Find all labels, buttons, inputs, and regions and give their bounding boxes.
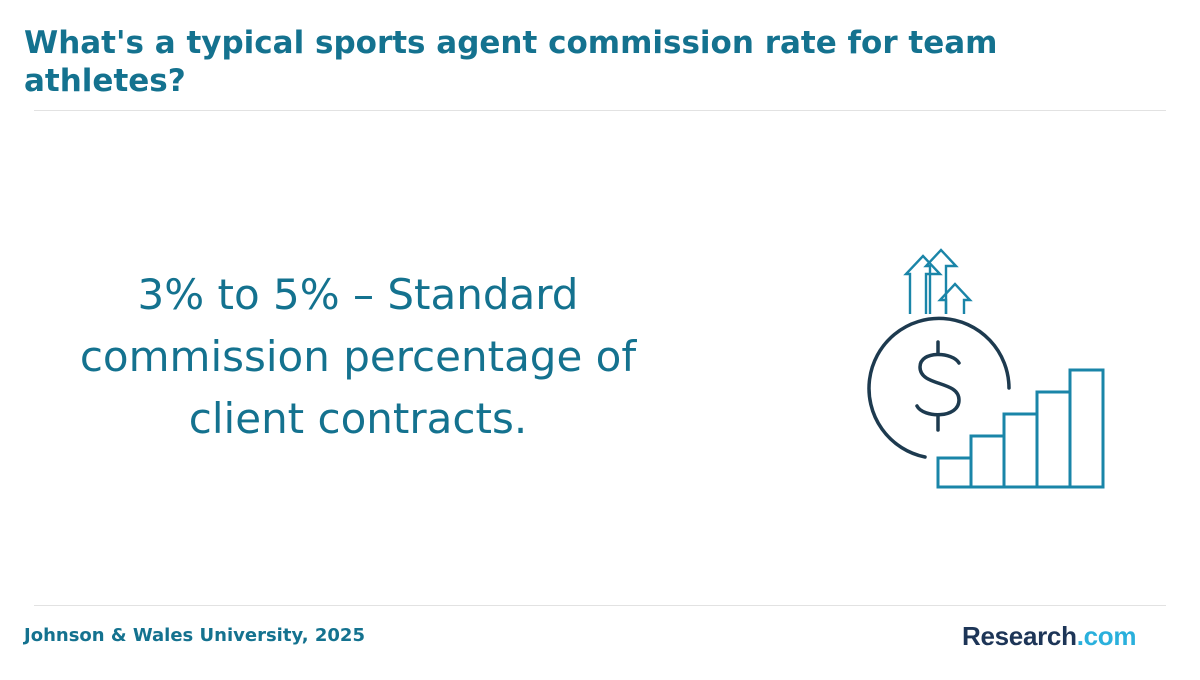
bottom-divider bbox=[34, 605, 1166, 606]
coin-ring-icon bbox=[867, 316, 1011, 459]
research-com-logo: Research.com bbox=[962, 620, 1136, 652]
dollar-sign-icon bbox=[915, 340, 961, 432]
logo-text-main: Research bbox=[962, 621, 1077, 651]
top-divider bbox=[34, 110, 1166, 111]
source-citation: Johnson & Wales University, 2025 bbox=[24, 625, 365, 646]
growth-arrows-icon bbox=[903, 248, 973, 314]
bar-chart-icon bbox=[936, 368, 1105, 489]
logo-text-suffix: .com bbox=[1076, 621, 1137, 651]
commission-statement: 3% to 5% – Standard commission percentag… bbox=[79, 270, 637, 443]
dollar-growth-chart-icon bbox=[867, 248, 1105, 489]
page-title: What's a typical sports agent commission… bbox=[24, 25, 998, 99]
